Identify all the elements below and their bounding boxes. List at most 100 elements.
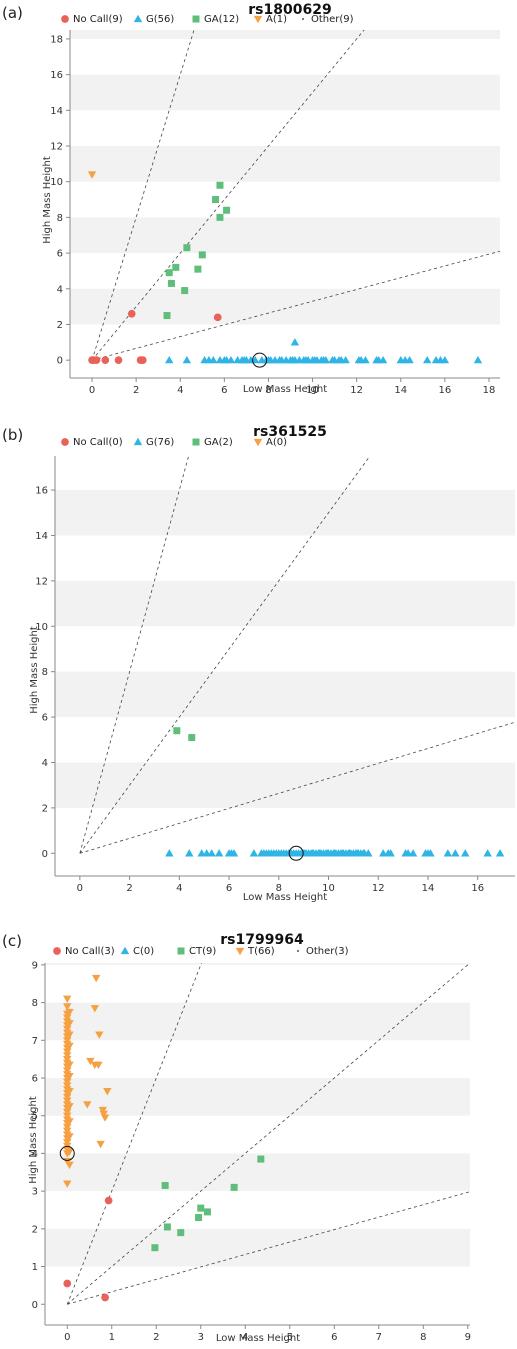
x-tick-label: 0 <box>89 385 95 396</box>
legend-marker <box>235 947 245 956</box>
data-point <box>83 1101 92 1109</box>
y-tick-label: 7 <box>32 1036 38 1047</box>
data-point <box>65 1061 74 1070</box>
grid-band <box>70 74 500 111</box>
reference-line <box>91 30 195 361</box>
legend-marker <box>61 438 69 446</box>
y-axis-label: High Mass Height <box>29 626 40 714</box>
data-point <box>114 356 123 365</box>
data-point <box>213 313 222 322</box>
reference-line <box>66 963 470 1305</box>
data-point <box>63 1108 72 1117</box>
panel-a: (a) rs1800629 Low Mass Height High Mass … <box>2 2 500 396</box>
data-point <box>65 1042 74 1051</box>
panel-b: (b) rs361525 Low Mass Height High Mass H… <box>2 424 515 903</box>
y-tick-label: 8 <box>32 998 38 1009</box>
data-point <box>197 1204 205 1212</box>
legend-label: CT(9) <box>189 946 216 957</box>
legend-label: T(66) <box>247 946 275 957</box>
data-point <box>177 1229 185 1237</box>
legend-marker <box>302 18 304 20</box>
x-tick-label: 14 <box>394 385 407 396</box>
data-point <box>473 355 483 364</box>
y-tick-label: 2 <box>42 803 48 814</box>
legend-marker <box>297 950 299 952</box>
legend-marker <box>253 15 263 24</box>
data-point <box>65 1161 74 1169</box>
data-point <box>203 1208 211 1216</box>
data-point <box>101 1293 109 1302</box>
data-point <box>290 338 300 346</box>
data-point <box>63 1138 72 1147</box>
data-point <box>165 269 173 277</box>
data-point <box>96 1140 105 1149</box>
y-tick-label: 4 <box>32 1149 38 1160</box>
data-point <box>328 355 337 364</box>
data-point <box>90 1005 100 1013</box>
data-points <box>63 974 265 1302</box>
data-point <box>345 849 354 857</box>
x-tick-label: 6 <box>226 883 232 894</box>
legend: No Call(3) C(0) CT(9) T(66) Other(3) <box>53 946 349 957</box>
legend-label: No Call(3) <box>65 946 115 957</box>
data-point <box>63 1180 72 1188</box>
reference-line <box>91 250 500 361</box>
y-tick-label: 14 <box>50 106 63 117</box>
data-point <box>207 849 216 857</box>
x-tick-label: 6 <box>221 385 227 396</box>
data-point <box>89 356 98 365</box>
data-point <box>330 849 339 857</box>
data-point <box>360 849 369 857</box>
grid-band <box>45 1078 470 1116</box>
data-point <box>99 1110 108 1119</box>
legend-label: A(0) <box>266 437 287 448</box>
data-point <box>65 1072 74 1081</box>
data-points <box>165 727 505 857</box>
legend-marker <box>177 947 185 955</box>
data-point <box>65 1008 74 1017</box>
panel-label: (c) <box>2 932 22 950</box>
data-point <box>405 355 414 364</box>
y-tick-label: 12 <box>35 576 48 587</box>
data-point <box>275 355 284 364</box>
y-tick-label: 16 <box>35 486 48 497</box>
grid-band <box>45 963 470 965</box>
data-point <box>216 181 224 189</box>
data-point <box>182 355 192 364</box>
data-point <box>319 355 328 364</box>
data-point <box>443 849 453 857</box>
x-tick-label: 6 <box>331 1332 337 1343</box>
data-point <box>337 849 347 857</box>
data-point <box>257 1155 265 1163</box>
legend: No Call(0) G(76) GA(2) A(0) <box>61 437 287 448</box>
data-point <box>65 1088 74 1096</box>
x-axis-label: Low Mass Height <box>216 1333 300 1344</box>
data-point <box>204 355 214 364</box>
y-tick-label: 3 <box>32 1187 38 1198</box>
highlight-ring <box>288 845 304 861</box>
data-point <box>63 1127 72 1136</box>
data-point <box>63 1067 72 1075</box>
legend-label: GA(2) <box>204 437 233 448</box>
data-point <box>423 355 432 364</box>
data-point <box>352 849 362 857</box>
y-tick-label: 4 <box>57 284 63 295</box>
reference-lines <box>79 456 515 854</box>
data-point <box>188 734 196 742</box>
y-tick-label: 8 <box>42 667 48 678</box>
data-point <box>197 849 206 857</box>
y-axis-label: High Mass Height <box>28 1096 39 1184</box>
y-tick-label: 0 <box>57 356 63 367</box>
y-tick-label: 16 <box>50 70 63 81</box>
data-point <box>65 1133 74 1141</box>
y-axis-label: High Mass Height <box>42 156 53 244</box>
panel-label: (b) <box>2 426 23 444</box>
x-tick-label: 10 <box>322 883 335 894</box>
x-tick-label: 18 <box>483 385 496 396</box>
data-point <box>230 1183 238 1191</box>
legend-label: A(1) <box>266 14 287 25</box>
data-point <box>63 1078 72 1086</box>
data-point <box>259 849 269 857</box>
data-point <box>220 355 229 364</box>
